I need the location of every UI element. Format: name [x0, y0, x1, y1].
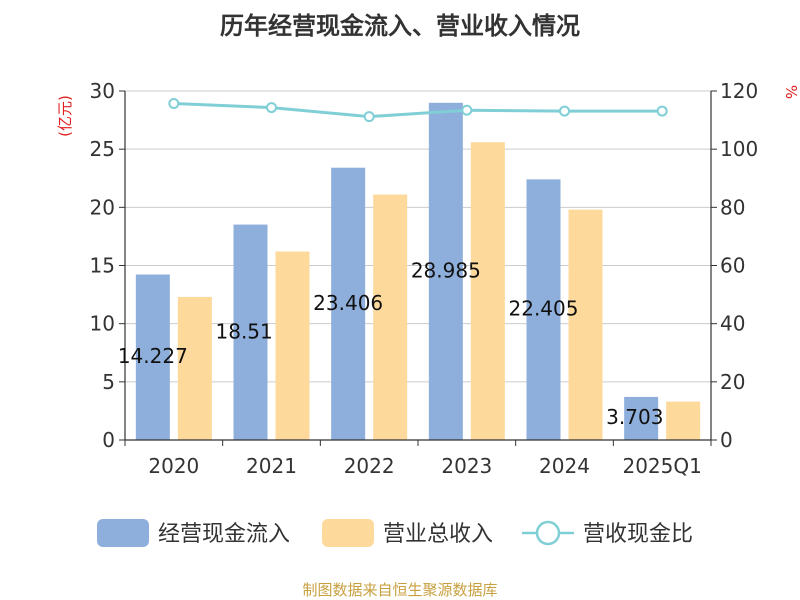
right-tick-label-80: 80 — [720, 195, 745, 219]
axes: 0 5 10 15 20 25 30 0 20 40 60 80 100 120 2020 2021 2022 2… — [90, 79, 759, 478]
bars — [135, 102, 701, 441]
data-label-2025Q1: 3.703 — [606, 405, 663, 429]
bar-cash-inflow-2023 — [428, 102, 463, 440]
left-tick-label-30: 30 — [90, 79, 115, 103]
bar-cash-inflow-2025Q1 — [624, 396, 659, 440]
left-tick-label-5: 5 — [102, 370, 115, 394]
x-tick-label-2025Q1: 2025Q1 — [622, 454, 701, 478]
x-tick-label-2024: 2024 — [539, 454, 590, 478]
x-tick-label-2022: 2022 — [344, 454, 395, 478]
legend: 经营现金流入 营业总收入 营收现金比 — [97, 519, 693, 547]
legend-swatch-cash-inflow — [97, 519, 149, 547]
bar-revenue-2021 — [275, 251, 310, 440]
ratio-line — [168, 98, 668, 123]
chart-title: 历年经营现金流入、营业收入情况 — [220, 12, 580, 40]
bar-revenue-2020 — [177, 296, 212, 440]
x-tick-label-2020: 2020 — [148, 454, 199, 478]
legend-marker-ratio — [535, 520, 561, 546]
bar-cash-inflow-2020 — [135, 274, 170, 440]
bar-cash-inflow-2024 — [526, 179, 561, 440]
grid — [125, 90, 711, 383]
left-tick-label-25: 25 — [90, 137, 115, 161]
x-tick-label-2023: 2023 — [441, 454, 492, 478]
left-tick-label-15: 15 — [90, 254, 115, 278]
bar-cash-inflow-2022 — [331, 167, 366, 440]
ratio-point-2022 — [363, 111, 375, 123]
left-tick-label-20: 20 — [90, 195, 115, 219]
bar-revenue-2025Q1 — [666, 401, 701, 440]
data-label-2023: 28.985 — [411, 258, 481, 282]
legend-label-revenue: 营业总收入 — [383, 522, 493, 547]
legend-swatch-revenue — [322, 519, 374, 547]
ratio-point-2021 — [266, 102, 277, 114]
right-tick-label-40: 40 — [720, 312, 745, 336]
bar-cash-inflow-2021 — [233, 224, 268, 440]
data-label-2022: 23.406 — [313, 291, 383, 315]
ratio-line-path — [173, 102, 663, 119]
right-tick-label-60: 60 — [720, 254, 745, 278]
right-tick-label-120: 120 — [720, 79, 758, 103]
data-label-2024: 22.405 — [509, 297, 579, 321]
data-label-2020: 14.227 — [118, 344, 188, 368]
legend-label-cash-inflow: 经营现金流入 — [158, 522, 290, 547]
ratio-point-2020 — [168, 98, 180, 110]
ratio-point-2024 — [559, 105, 570, 117]
ratio-point-2023 — [461, 104, 473, 116]
ratio-point-2025Q1 — [656, 105, 668, 117]
bar-revenue-2024 — [568, 209, 603, 440]
right-tick-label-100: 100 — [720, 137, 758, 161]
legend-label-ratio: 营收现金比 — [583, 522, 693, 547]
bar-revenue-2022 — [373, 194, 408, 440]
left-axis-unit: (亿元) — [56, 95, 74, 137]
right-tick-label-20: 20 — [720, 370, 745, 394]
right-tick-label-0: 0 — [720, 428, 733, 452]
left-tick-label-0: 0 — [102, 428, 115, 452]
source-note: 制图数据来自恒生聚源数据库 — [302, 581, 497, 599]
x-tick-label-2021: 2021 — [246, 454, 297, 478]
data-label-2021: 18.51 — [216, 319, 273, 343]
data-labels: 14.227 18.51 23.406 28.985 22.405 3.703 — [118, 258, 664, 429]
bar-revenue-2023 — [470, 142, 505, 441]
right-axis-unit: % — [782, 85, 800, 99]
left-tick-label-10: 10 — [90, 312, 115, 336]
